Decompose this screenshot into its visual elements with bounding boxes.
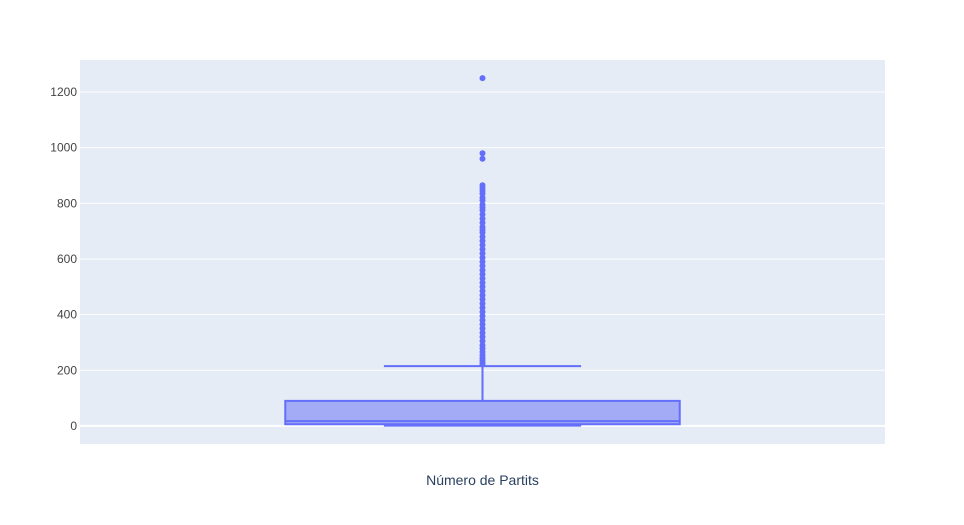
- y-tick-label-1000: 1000: [50, 141, 77, 155]
- outlier-point-18: [479, 233, 486, 240]
- outlier-point-32: [479, 292, 486, 299]
- outlier-point-30: [479, 283, 486, 290]
- outlier-point-34: [479, 300, 486, 307]
- outlier-point-35: [479, 304, 486, 311]
- outlier-point-28: [479, 275, 486, 282]
- outlier-point-6: [479, 190, 486, 197]
- outlier-point-39: [479, 321, 486, 328]
- outlier-point-23: [479, 254, 486, 261]
- y-tick-labels: 0 200 400 600 800 1000 1200: [50, 85, 77, 433]
- outlier-points: [479, 75, 486, 368]
- outlier-point-38: [479, 317, 486, 324]
- y-tick-label-600: 600: [57, 252, 77, 266]
- y-tick-label-800: 800: [57, 196, 77, 210]
- outlier-point-14: [479, 219, 486, 226]
- outlier-point-24: [479, 258, 486, 265]
- outlier-point-43: [479, 338, 486, 345]
- outlier-point-11: [479, 207, 486, 214]
- outlier-point-2: [479, 155, 486, 162]
- outlier-point-51: [479, 361, 486, 368]
- outlier-point-19: [479, 237, 486, 244]
- outlier-point-33: [479, 296, 486, 303]
- outlier-point-29: [479, 279, 486, 286]
- outlier-point-40: [479, 325, 486, 332]
- outlier-point-13: [479, 215, 486, 222]
- outlier-point-31: [479, 287, 486, 294]
- x-axis-title: Número de Partits: [426, 472, 539, 488]
- outlier-point-20: [479, 242, 486, 249]
- outlier-point-42: [479, 333, 486, 340]
- outlier-point-36: [479, 308, 486, 315]
- outlier-point-17: [479, 229, 486, 236]
- outlier-point-8: [479, 197, 486, 204]
- outlier-point-12: [479, 211, 486, 218]
- y-tick-label-400: 400: [57, 308, 77, 322]
- y-tick-label-1200: 1200: [50, 85, 77, 99]
- outlier-point-41: [479, 329, 486, 336]
- y-tick-label-0: 0: [70, 419, 77, 433]
- iqr-box: [284, 399, 681, 426]
- outlier-point-0: [479, 75, 486, 82]
- outlier-point-22: [479, 250, 486, 257]
- outlier-point-1: [479, 150, 486, 157]
- outlier-point-26: [479, 267, 486, 274]
- outlier-point-37: [479, 313, 486, 319]
- outlier-point-25: [479, 262, 486, 269]
- outlier-point-27: [479, 271, 486, 278]
- y-tick-label-200: 200: [57, 363, 77, 377]
- outlier-point-21: [479, 246, 486, 253]
